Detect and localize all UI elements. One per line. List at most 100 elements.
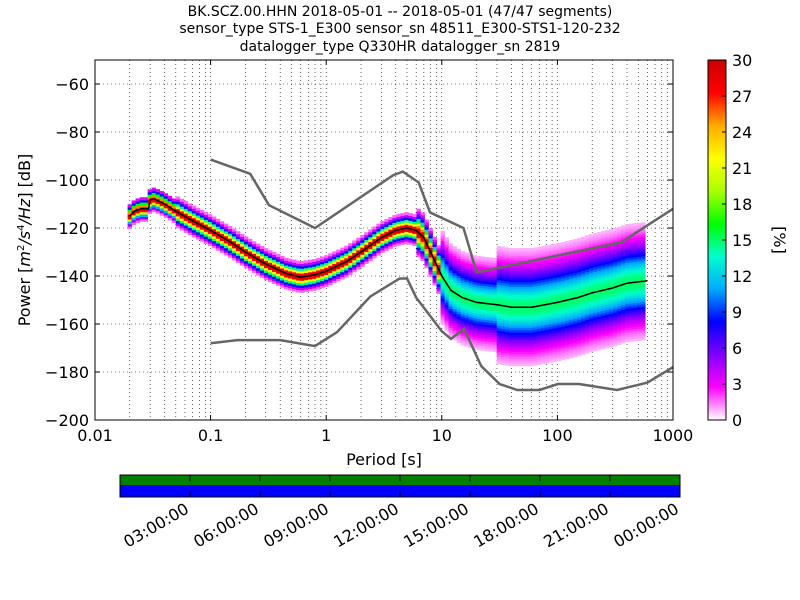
heatmap-cell	[576, 346, 582, 350]
heatmap-cell	[641, 315, 646, 319]
heatmap-cell	[388, 241, 393, 245]
heatmap-cell	[488, 274, 494, 278]
heatmap-cell	[496, 270, 502, 274]
heatmap-cell	[540, 349, 546, 353]
heatmap-cell	[512, 320, 518, 324]
heatmap-cell	[536, 249, 542, 253]
heatmap-cell	[641, 222, 646, 226]
heatmap-cell	[372, 233, 377, 237]
y-label-text: Power [	[15, 267, 34, 327]
heatmap-cell	[625, 305, 630, 309]
heatmap-cell	[239, 238, 245, 242]
heatmap-cell	[544, 336, 550, 340]
heatmap-cell	[396, 223, 401, 227]
heatmap-cell	[580, 258, 586, 262]
heatmap-cell	[492, 265, 498, 269]
heatmap-cell	[536, 328, 542, 332]
heatmap-cell	[536, 333, 542, 337]
heatmap-cell	[147, 208, 153, 212]
heatmap-cell	[512, 291, 518, 295]
heatmap-cell	[167, 217, 173, 221]
heatmap-cell	[408, 237, 413, 241]
heatmap-cell	[247, 265, 253, 269]
heatmap-cell	[564, 322, 570, 326]
heatmap-cell	[452, 255, 457, 259]
heatmap-cell	[512, 315, 518, 319]
heatmap-cell	[476, 313, 482, 317]
heatmap-cell	[484, 288, 490, 292]
heatmap-cell	[520, 257, 526, 261]
heatmap-cell	[492, 315, 498, 319]
heatmap-cell	[588, 236, 594, 240]
heatmap-cell	[151, 206, 157, 210]
heatmap-cell	[388, 217, 393, 221]
heatmap-cell	[504, 340, 510, 344]
heatmap-cell	[576, 276, 582, 280]
heatmap-cell	[484, 273, 490, 277]
heatmap-cell	[223, 245, 229, 249]
heatmap-cell	[560, 352, 566, 356]
heatmap-cell	[641, 248, 646, 252]
heatmap-cell	[617, 231, 622, 235]
heatmap-cell	[576, 247, 582, 251]
heatmap-cell	[424, 250, 429, 254]
heatmap-cell	[592, 321, 598, 325]
heatmap-cell	[476, 275, 482, 279]
heatmap-cell	[312, 283, 317, 287]
heatmap-cell	[420, 214, 425, 218]
heatmap-cell	[560, 316, 566, 320]
heatmap-cell	[633, 326, 638, 330]
heatmap-cell	[492, 272, 498, 276]
heatmap-cell	[344, 250, 349, 254]
heatmap-cell	[584, 314, 590, 318]
heatmap-cell	[496, 282, 502, 286]
heatmap-cell	[247, 260, 253, 264]
heatmap-cell	[536, 313, 542, 317]
heatmap-cell	[544, 317, 550, 321]
heatmap-cell	[484, 290, 490, 294]
heatmap-cell	[316, 277, 321, 281]
heatmap-cell	[560, 357, 566, 361]
heatmap-cell	[480, 285, 486, 289]
heatmap-cell	[568, 321, 574, 325]
heatmap-cell	[641, 289, 646, 293]
heatmap-cell	[219, 245, 225, 249]
heatmap-cell	[444, 287, 449, 291]
heatmap-cell	[609, 277, 614, 281]
heatmap-cell	[364, 234, 369, 238]
heatmap-cell	[564, 272, 570, 276]
heatmap-cell	[231, 257, 237, 261]
heatmap-cell	[576, 302, 582, 306]
heatmap-cell	[203, 240, 209, 244]
heatmap-cell	[584, 249, 590, 253]
heatmap-cell	[584, 235, 590, 239]
heatmap-cell	[284, 279, 289, 283]
heatmap-cell	[552, 322, 558, 326]
heatmap-cell	[280, 263, 285, 267]
heatmap-cell	[247, 238, 253, 242]
heatmap-cell	[524, 272, 530, 276]
heatmap-cell	[460, 282, 465, 286]
heatmap-cell	[536, 299, 542, 303]
heatmap-cell	[629, 290, 634, 294]
heatmap-cell	[131, 214, 137, 218]
heatmap-cell	[512, 288, 518, 292]
heatmap-cell	[524, 310, 530, 314]
heatmap-cell	[356, 256, 361, 260]
heatmap-cell	[625, 296, 630, 300]
heatmap-cell	[548, 246, 554, 250]
colorbar-tick-label: 6	[732, 339, 742, 358]
heatmap-cell	[488, 291, 494, 295]
heatmap-cell	[452, 258, 457, 262]
heatmap-cell	[448, 281, 453, 285]
heatmap-cell	[488, 310, 494, 314]
heatmap-cell	[195, 214, 201, 218]
heatmap-cell	[492, 349, 498, 353]
heatmap-cell	[625, 329, 630, 333]
heatmap-cell	[617, 255, 622, 259]
heatmap-cell	[219, 240, 225, 244]
heatmap-cell	[516, 332, 522, 336]
heatmap-cell	[304, 281, 309, 285]
heatmap-cell	[564, 349, 570, 353]
heatmap-cell	[560, 301, 566, 305]
